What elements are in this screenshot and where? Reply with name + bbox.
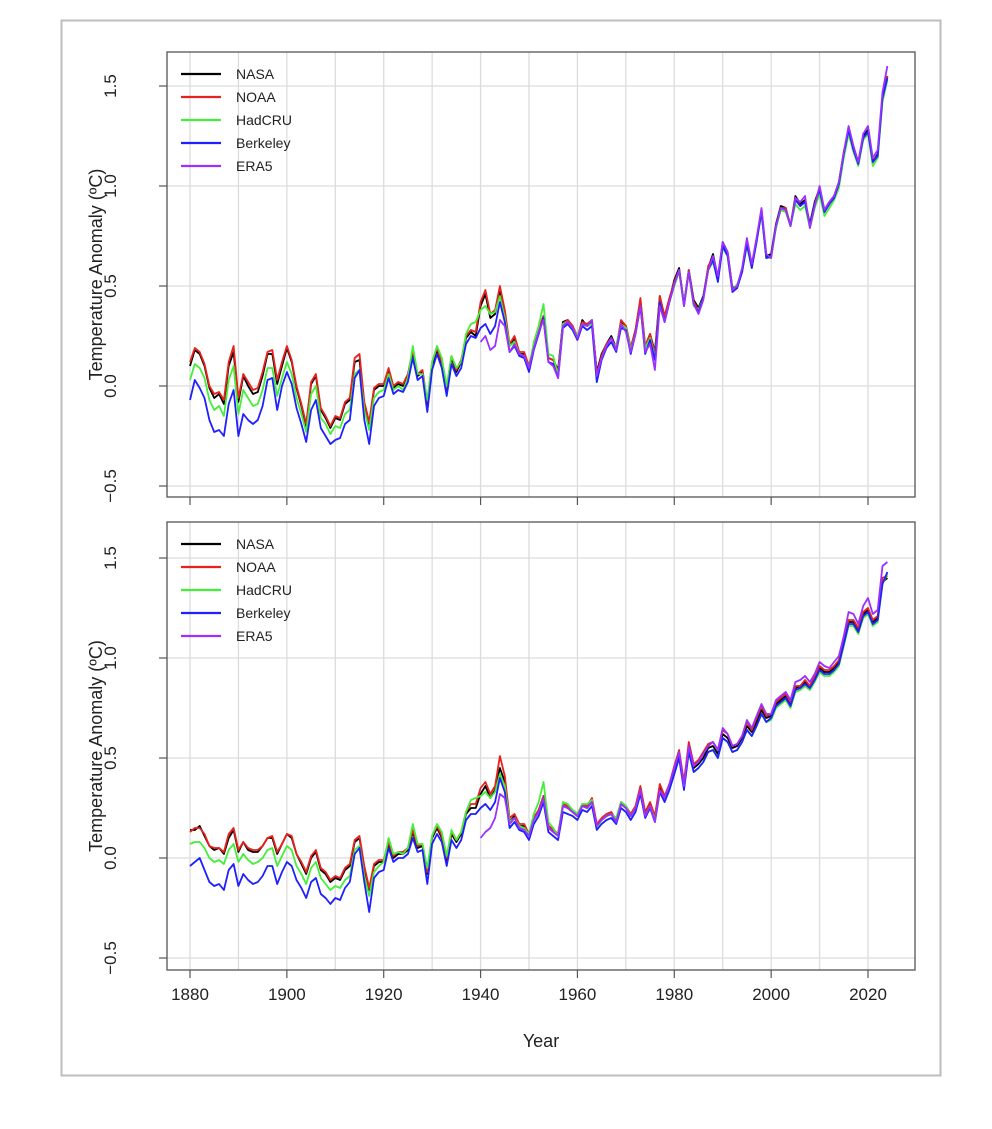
figure-frame (60, 19, 942, 1077)
x-tick-label: 1900 (268, 985, 306, 1004)
plot-area-border (166, 521, 916, 971)
legend-label: NASA (236, 66, 275, 82)
legend-label: Berkeley (236, 135, 290, 151)
legend-label: ERA5 (236, 158, 273, 174)
y-tick-label: 1.5 (101, 74, 120, 98)
y-tick-label: −0.5 (101, 469, 120, 503)
y-tick-label: −0.5 (101, 941, 120, 975)
x-tick-label: 2020 (849, 985, 887, 1004)
legend-label: HadCRU (236, 582, 292, 598)
x-tick-label: 1940 (462, 985, 500, 1004)
y-tick-label: 1.5 (101, 546, 120, 570)
y-tick-label: 1.0 (101, 646, 120, 670)
x-tick-label: 1920 (365, 985, 403, 1004)
y-tick-label: 0.0 (101, 374, 120, 398)
series-line-era5 (479, 561, 888, 839)
series-line-era5 (479, 65, 889, 379)
legend: NASA NOAA HadCRU Berkeley ERA5 (181, 536, 292, 644)
legend: NASA NOAA HadCRU Berkeley ERA5 (181, 66, 292, 174)
series-line-hadcru (189, 573, 889, 897)
y-axis-label: Temperature Anomaly (ºC) (86, 169, 106, 381)
y-tick-label: 0.5 (101, 746, 120, 770)
legend-label: ERA5 (236, 628, 273, 644)
x-tick-label: 1960 (559, 985, 597, 1004)
y-tick-label: 1.0 (101, 174, 120, 198)
legend-label: NOAA (236, 89, 276, 105)
legend-label: Berkeley (236, 605, 290, 621)
y-tick-label: 0.0 (101, 846, 120, 870)
x-tick-label: 2000 (752, 985, 790, 1004)
legend-label: NASA (236, 536, 275, 552)
panel-1: −0.5 0.0 0.5 1.0 1.5 Temperature Anomaly (ºC)… (86, 51, 916, 505)
series-line-berkeley (189, 571, 889, 913)
x-tick-label: 1980 (655, 985, 693, 1004)
legend-label: NOAA (236, 559, 276, 575)
y-tick-label: 0.5 (101, 274, 120, 298)
plot-area-border (166, 51, 916, 498)
x-axis-label: Year (523, 1031, 559, 1051)
panel-2: −0.5 0.0 0.5 1.0 1.5 Temperature Anomaly (ºC)… (86, 521, 916, 1051)
legend-label: HadCRU (236, 112, 292, 128)
x-tick-label: 1880 (171, 985, 209, 1004)
y-axis-label: Temperature Anomaly (ºC) (86, 640, 106, 852)
